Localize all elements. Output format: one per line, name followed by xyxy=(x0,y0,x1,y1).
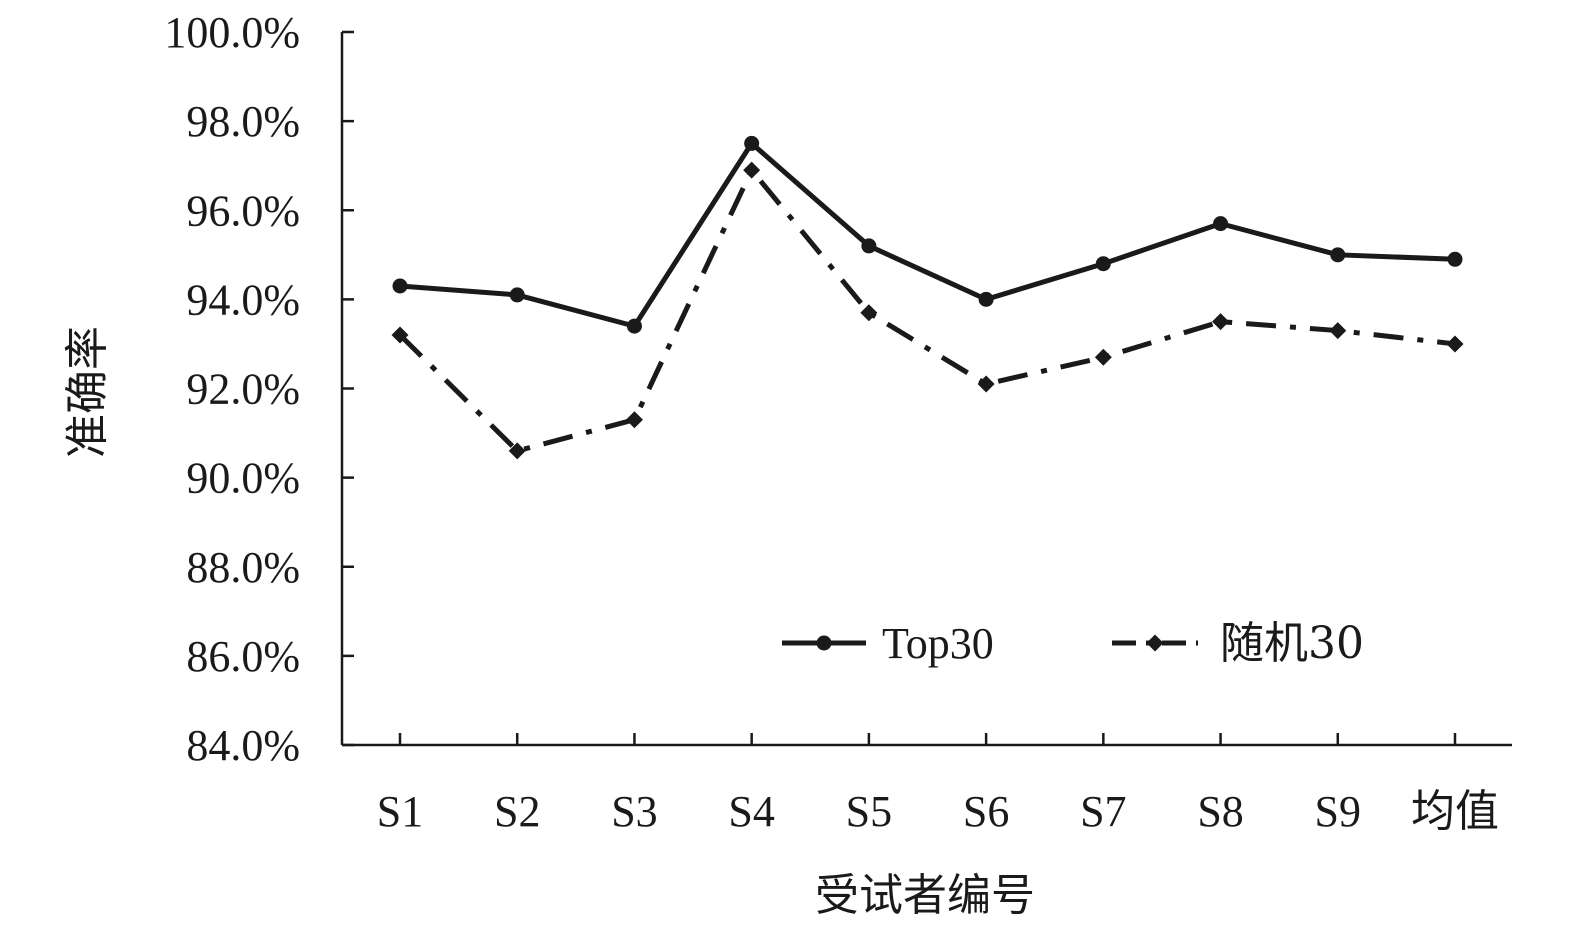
y-axis-label: 准确率 xyxy=(62,326,113,458)
y-tick-label: 94.0% xyxy=(186,275,300,324)
data-point xyxy=(1213,216,1229,232)
data-point xyxy=(744,135,760,151)
data-point xyxy=(392,278,408,294)
legend-label: Top30 xyxy=(882,619,994,668)
data-point xyxy=(1212,313,1230,331)
legend-label: 随机30 xyxy=(1220,618,1364,669)
x-tick-label: S1 xyxy=(377,787,423,836)
y-tick-label: 86.0% xyxy=(186,632,300,681)
data-point xyxy=(508,442,526,460)
y-tick-label: 98.0% xyxy=(186,97,300,146)
y-tick-label: 84.0% xyxy=(186,721,300,770)
data-point xyxy=(625,411,643,429)
y-tick-label: 92.0% xyxy=(186,365,300,414)
x-tick-label: S2 xyxy=(494,787,540,836)
data-point xyxy=(1329,322,1347,340)
data-point xyxy=(391,326,409,344)
series-line xyxy=(398,167,1456,454)
data-point xyxy=(860,304,878,322)
legend: Top30 随机30 xyxy=(782,618,1364,669)
data-point xyxy=(977,375,995,393)
data-point xyxy=(626,318,642,334)
x-tick-label: S8 xyxy=(1197,787,1243,836)
x-axis-label: 受试者编号 xyxy=(815,870,1035,921)
data-point xyxy=(1094,348,1112,366)
y-tick-label: 100.0% xyxy=(164,8,300,57)
series-line xyxy=(399,140,1456,329)
legend-marker xyxy=(816,635,832,651)
y-tick-label: 96.0% xyxy=(186,186,300,235)
x-tick-label: S5 xyxy=(846,787,892,836)
x-tick-label: 均值 xyxy=(1411,786,1499,837)
legend-marker xyxy=(1146,634,1164,652)
data-point xyxy=(509,287,525,303)
chart-series xyxy=(391,135,1464,460)
x-tick-label: S7 xyxy=(1080,787,1126,836)
data-point xyxy=(1446,335,1464,353)
y-tick-label: 88.0% xyxy=(186,543,300,592)
data-point xyxy=(861,238,877,254)
x-tick-label: S9 xyxy=(1315,787,1361,836)
data-point xyxy=(1447,251,1463,267)
y-axis-ticks: 84.0% 86.0% 88.0% 90.0% 92.0% 94.0% 96.0% 98.0%… xyxy=(164,8,354,770)
x-tick-label: S3 xyxy=(611,787,657,836)
data-point xyxy=(1330,247,1346,263)
data-point xyxy=(1095,256,1111,272)
data-point xyxy=(743,161,761,179)
legend-item: Top30 xyxy=(782,619,994,668)
y-tick-label: 90.0% xyxy=(186,454,300,503)
legend-item: 随机30 xyxy=(1112,618,1364,669)
series-2 xyxy=(391,161,1464,460)
series-1 xyxy=(392,135,1463,334)
data-point xyxy=(978,291,994,307)
x-tick-label: S4 xyxy=(728,787,774,836)
x-tick-label: S6 xyxy=(963,787,1009,836)
x-axis-ticks: S1 S2 S3 S4 S5 S6 S7 S8 S9 均值 xyxy=(377,733,1499,837)
